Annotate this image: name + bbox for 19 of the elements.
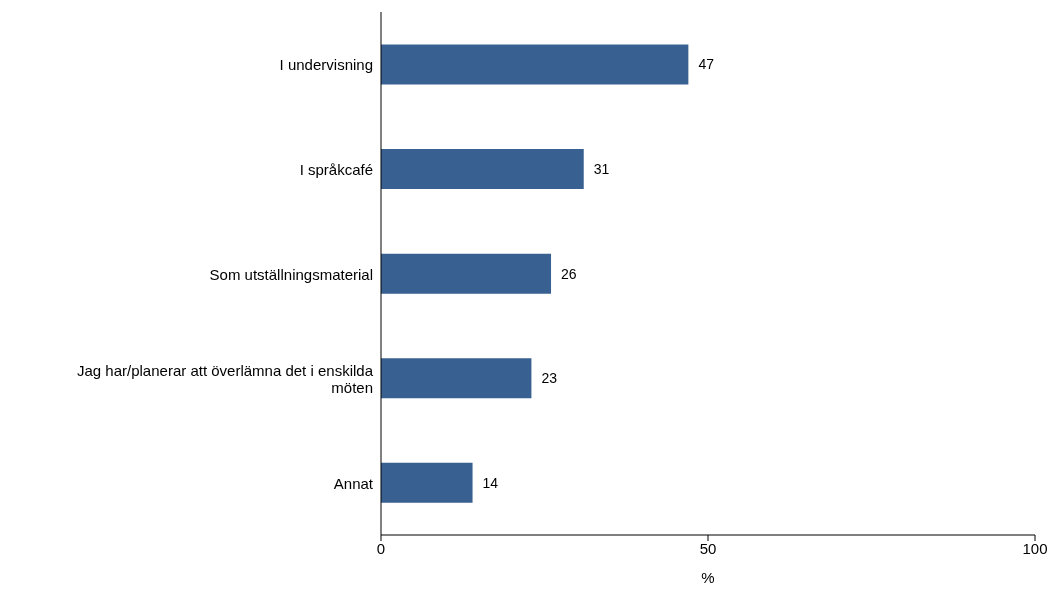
data-label: 14: [482, 474, 499, 491]
x-tick-label: 0: [376, 539, 386, 557]
data-label: 31: [593, 161, 610, 177]
data-label: 47: [698, 56, 715, 73]
bar: [381, 149, 584, 190]
data-label: 26: [561, 265, 577, 282]
x-tick-label: 50: [699, 539, 717, 557]
bar: [381, 358, 532, 399]
x-tick-label: 100: [1022, 539, 1048, 557]
y-tick-label: I språkcafé: [299, 160, 373, 178]
bar: [381, 462, 473, 503]
y-tick-label: I undervisning: [279, 55, 373, 73]
y-tick-label: Jag har/planerar att överlämna det i enskilda möten: [76, 361, 374, 396]
y-tick-label: Som utställningsmaterial: [209, 265, 373, 282]
x-axis-title: %: [701, 569, 715, 586]
bar: [381, 253, 552, 294]
y-tick-label: Annat: [333, 474, 374, 492]
data-label: 23: [541, 370, 558, 387]
bar: [381, 44, 689, 85]
